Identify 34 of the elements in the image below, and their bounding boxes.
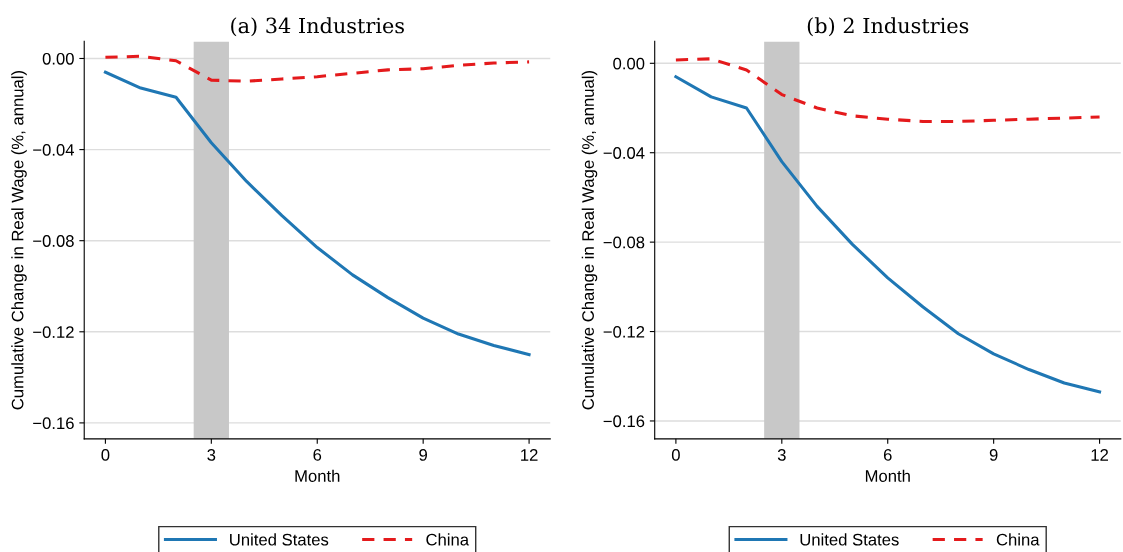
legend-label: China	[996, 533, 1040, 546]
x-tick-label: 12	[521, 449, 538, 461]
legend-label: United States	[230, 533, 329, 546]
y-axis-title: Cumulative Change in Real Wage (%, annual)	[581, 71, 598, 410]
y-tick-label: 0.00	[613, 57, 645, 70]
line-series	[674, 57, 1102, 123]
line-series	[103, 70, 531, 357]
y-tick-label: −0.04	[33, 143, 75, 156]
y-tick-label: −0.16	[603, 415, 645, 428]
x-axis-title: Month	[865, 469, 910, 482]
x-tick-label: 0	[101, 449, 110, 461]
x-tick-label: 6	[313, 449, 322, 461]
x-axis-title: Month	[295, 469, 340, 482]
chart-title: (b) 2 Industries	[807, 17, 969, 37]
line-series	[674, 75, 1102, 394]
y-tick-label: −0.16	[33, 417, 74, 430]
y-tick-label: −0.04	[603, 147, 645, 159]
x-tick-label: 0	[671, 449, 680, 461]
legend-label: China	[426, 533, 470, 546]
y-axis-title: Cumulative Change in Real Wage (%, annual)	[11, 71, 27, 410]
chart-title: (a) 34 Industries	[231, 17, 404, 37]
x-tick-label: 9	[419, 449, 428, 461]
y-tick-label: −0.12	[603, 325, 645, 338]
x-tick-label: 12	[1091, 449, 1108, 461]
y-tick-label: −0.08	[33, 235, 74, 247]
x-tick-label: 9	[989, 449, 998, 461]
y-tick-label: 0.00	[42, 52, 74, 65]
x-tick-label: 6	[883, 449, 892, 461]
legend-label: United States	[800, 533, 899, 546]
y-tick-label: −0.12	[33, 326, 74, 338]
y-tick-label: −0.08	[603, 236, 645, 249]
x-tick-label: 3	[777, 449, 786, 461]
line-series	[103, 54, 531, 83]
x-tick-label: 3	[207, 449, 216, 461]
